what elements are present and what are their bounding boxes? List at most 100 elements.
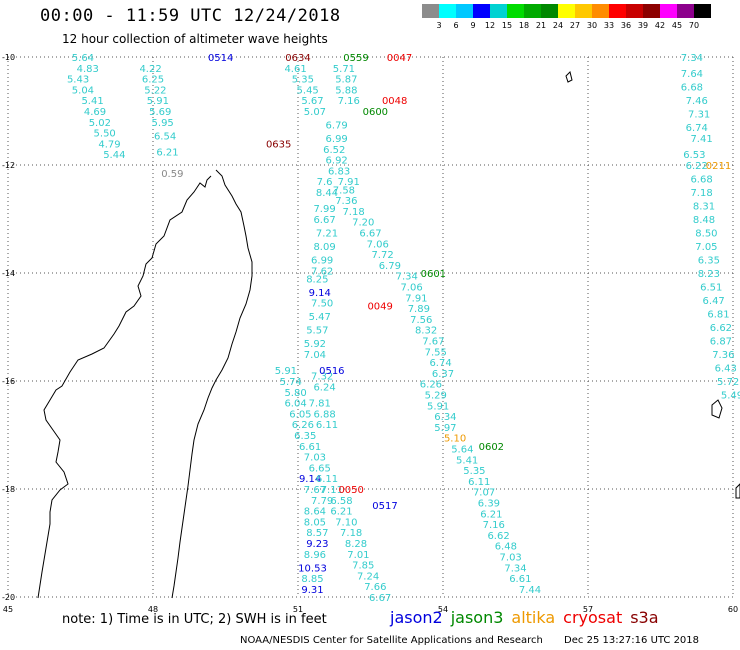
swh-value: 6.47 <box>703 296 725 307</box>
swh-value: 7.24 <box>357 571 379 582</box>
swh-value: 7.06 <box>367 239 389 250</box>
track-time-label: 0211 <box>706 161 731 172</box>
swh-value: 7.32 <box>311 372 333 383</box>
scale-swatch <box>609 4 626 18</box>
swh-value: 5.97 <box>434 423 456 434</box>
swh-value: 6.25 <box>142 75 164 86</box>
swh-value: 7.03 <box>304 453 326 464</box>
swh-value: 6.51 <box>700 283 722 294</box>
swh-value: 7.55 <box>425 347 447 358</box>
swh-value: 6.99 <box>326 134 348 145</box>
swh-value: 7.6 <box>317 177 333 188</box>
swh-value: 6.26 <box>420 380 442 391</box>
swh-value: 6.67 <box>359 229 381 240</box>
swh-value: 4.22 <box>139 64 161 75</box>
track-time-label: 0514 <box>208 53 233 64</box>
swh-value: 5.10 <box>444 434 466 445</box>
track-time-label: 0048 <box>382 96 407 107</box>
swh-value: 7.01 <box>347 550 369 561</box>
swh-value: 6.67 <box>313 215 335 226</box>
swh-value: 7.11 <box>321 485 343 496</box>
swh-value: 7.67 <box>304 485 326 496</box>
swh-value: 7.79 <box>311 496 333 507</box>
swh-value: 8.64 <box>304 507 326 518</box>
swh-value: 6.11 <box>316 420 338 431</box>
track-time-label: 0050 <box>338 485 363 496</box>
swh-value: 5.64 <box>451 445 473 456</box>
swh-value: 6.61 <box>299 442 321 453</box>
swh-value: 5.47 <box>309 312 331 323</box>
swh-value: 5.91 <box>275 366 297 377</box>
scale-label: 27 <box>569 21 581 30</box>
scale-label: 9 <box>470 21 476 30</box>
y-tick-label: -14 <box>2 269 15 278</box>
swh-value: 7.16 <box>338 96 360 107</box>
swh-value: 7.81 <box>309 399 331 410</box>
swh-value: 6.35 <box>698 256 720 267</box>
track-time-label: 0516 <box>319 366 344 377</box>
swh-value: 7.05 <box>695 242 717 253</box>
swh-value: 5.29 <box>425 391 447 402</box>
scale-swatch <box>626 4 643 18</box>
swh-value: 5.50 <box>94 129 116 140</box>
track-time-label: 0517 <box>372 501 397 512</box>
swh-value: 5.71 <box>333 64 355 75</box>
x-tick-label: 45 <box>3 605 13 614</box>
swh-value: 5.64 <box>72 53 94 64</box>
y-tick-label: -10 <box>2 53 15 62</box>
scale-label: 15 <box>501 21 513 30</box>
swh-value: 6.43 <box>715 364 737 375</box>
swh-value: 7.44 <box>519 585 541 596</box>
swh-value: 8.25 <box>306 274 328 285</box>
axis-ticks: 45 48 51 54 57 60 -10 -12 -14 -16 -18 -20 <box>2 53 738 614</box>
swh-value: 6.92 <box>326 156 348 167</box>
swh-value: 8.85 <box>301 574 323 585</box>
swh-value: 5.74 <box>280 377 302 388</box>
swh-value: 7.34 <box>681 53 703 64</box>
swh-value: 4.61 <box>284 64 306 75</box>
track-time-label: 0635 <box>266 139 291 150</box>
swh-value: 6.05 <box>289 409 311 420</box>
swh-value: 6.74 <box>686 123 708 134</box>
scale-label: 45 <box>671 21 683 30</box>
lat-lon-grid <box>7 56 734 598</box>
footer: NOAA/NESDIS Center for Satellite Applica… <box>240 635 699 646</box>
scale-swatch <box>643 4 660 18</box>
swh-value: 9.14 <box>299 474 321 485</box>
swh-value: 5.49 <box>721 391 740 402</box>
scale-label: 33 <box>603 21 615 30</box>
x-tick-label: 51 <box>293 605 303 614</box>
legend-entry: cryosat <box>563 608 623 627</box>
swh-value: 5.41 <box>456 455 478 466</box>
swh-value: 7.18 <box>690 188 712 199</box>
scale-swatch <box>524 4 541 18</box>
scale-label: 39 <box>637 21 649 30</box>
swh-value: 8.48 <box>693 215 715 226</box>
page-subtitle: 12 hour collection of altimeter wave hei… <box>62 32 328 46</box>
swh-value: 5.88 <box>335 85 357 96</box>
legend-entry: jason2 <box>390 608 443 627</box>
scale-label: 18 <box>518 21 530 30</box>
swh-value: 7.03 <box>500 553 522 564</box>
swh-value: 6.22 <box>686 161 708 172</box>
swh-value: 5.35 <box>292 75 314 86</box>
swh-value: 6.74 <box>429 358 451 369</box>
note-text: note: 1) Time is in UTC; 2) SWH is in fe… <box>62 612 327 627</box>
swh-value: 8.96 <box>304 550 326 561</box>
scale-swatch <box>592 4 609 18</box>
scale-label: 30 <box>586 21 598 30</box>
swh-value: 7.41 <box>690 134 712 145</box>
swh-value: 8.57 <box>306 528 328 539</box>
swh-value: 7.50 <box>311 299 333 310</box>
swh-value: 6.21 <box>330 507 352 518</box>
swh-value: 7.85 <box>352 561 374 572</box>
swh-value: 7.31 <box>688 110 710 121</box>
land-outline <box>37 71 740 599</box>
x-tick-label: 48 <box>148 605 158 614</box>
swh-value: 6.87 <box>710 337 732 348</box>
swh-value: 7.21 <box>316 229 338 240</box>
swh-value: 7.58 <box>333 185 355 196</box>
timestamp-text: Dec 25 13:27:16 UTC 2018 <box>564 635 700 646</box>
swh-value: 5.57 <box>306 326 328 337</box>
swh-value: 5.44 <box>103 150 125 161</box>
